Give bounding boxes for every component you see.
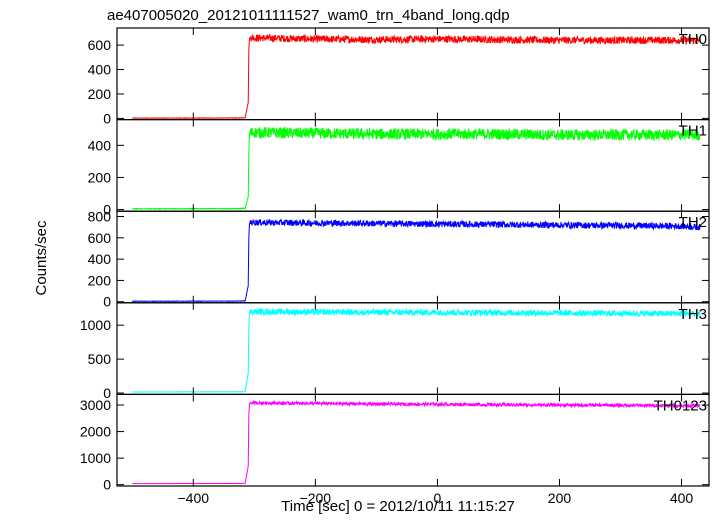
x-tick-label: −400: [178, 490, 210, 506]
y-axis-label: Counts/sec: [33, 220, 50, 296]
y-tick-label: 0: [103, 294, 111, 310]
panel-th2: 0 200 400 600 800 TH2: [88, 209, 710, 310]
y-tick-label: 3000: [80, 397, 111, 413]
y-tick-label: 1000: [80, 450, 111, 466]
series-line-th0123: [132, 399, 701, 485]
panel-label: TH3: [679, 306, 707, 323]
panel-frame: [116, 393, 710, 487]
panel-frame: [116, 27, 710, 121]
y-tick-label: 0: [103, 202, 111, 218]
y-tick-label: 600: [88, 37, 112, 53]
y-tick-label: 0: [103, 385, 111, 401]
panel-label: TH0: [679, 31, 707, 48]
y-tick-label: 200: [88, 272, 112, 288]
panel-th1: 0 200 400 TH1: [88, 118, 710, 218]
panel-label: TH2: [679, 214, 707, 231]
chart-title: ae407005020_20121011111527_wam0_trn_4ban…: [107, 7, 510, 24]
y-tick-label: 800: [88, 209, 112, 225]
panel-label: TH1: [679, 123, 707, 140]
x-tick-label: 0: [434, 490, 442, 506]
y-tick-label: 200: [88, 86, 112, 102]
y-tick-label: 400: [88, 62, 112, 78]
panel-frame: [116, 302, 710, 395]
x-tick-label: 400: [670, 490, 694, 506]
panel-th3: 0 500 1000 TH3: [80, 302, 710, 401]
series-line-th1: [131, 126, 701, 211]
y-tick-label: 1000: [80, 317, 111, 333]
x-tick-label: −200: [300, 490, 332, 506]
x-tick-label: 200: [548, 490, 572, 506]
series-line-th2: [131, 218, 701, 303]
y-tick-label: 0: [103, 477, 111, 493]
series-line-th3: [132, 307, 701, 393]
y-tick-label: 400: [88, 137, 112, 153]
series-line-th0: [132, 33, 701, 120]
panel-th0: 0 200 400 600 TH0: [88, 27, 710, 126]
y-tick-label: 200: [88, 169, 112, 185]
y-tick-label: 500: [88, 351, 112, 367]
y-tick-label: 2000: [80, 424, 111, 440]
x-axis-label: Time [sec] 0 = 2012/10/11 11:15:27: [281, 498, 515, 515]
y-tick-label: 400: [88, 251, 112, 267]
y-tick-label: 600: [88, 230, 112, 246]
panel-label: TH0123: [654, 397, 707, 414]
panel-th0123: 0 1000 2000 3000 TH0123: [80, 393, 710, 493]
y-tick-label: 0: [103, 110, 111, 126]
